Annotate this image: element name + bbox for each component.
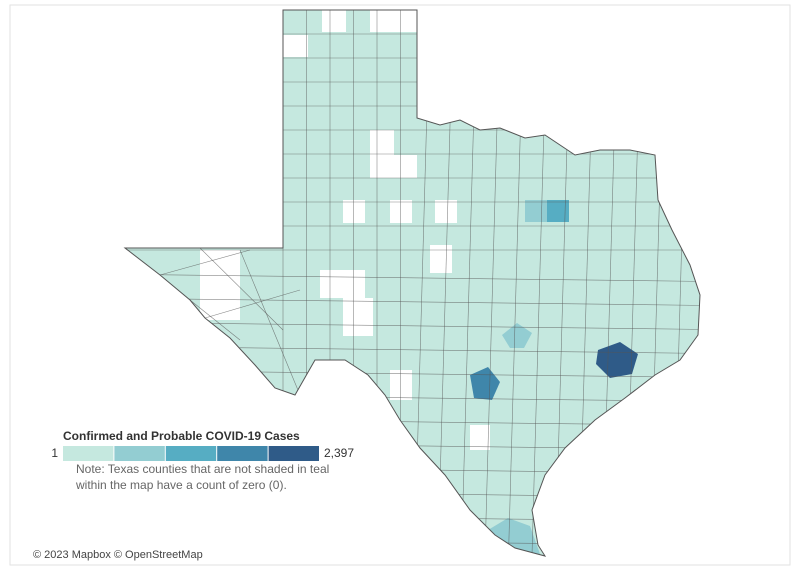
county-border bbox=[199, 247, 284, 331]
legend-swatch bbox=[114, 446, 165, 461]
legend-scale bbox=[63, 446, 319, 461]
zero-count-counties bbox=[200, 10, 490, 450]
legend-swatch bbox=[268, 446, 319, 461]
county-travis bbox=[502, 323, 532, 348]
county-bexar bbox=[470, 367, 500, 400]
legend-max: 2,397 bbox=[324, 446, 354, 460]
map-attribution: © 2023 Mapbox © OpenStreetMap bbox=[33, 549, 203, 561]
legend-min: 1 bbox=[51, 446, 58, 460]
county-border bbox=[204, 289, 301, 319]
legend-swatch bbox=[63, 446, 114, 461]
legend-swatch bbox=[165, 446, 217, 461]
county-dallas bbox=[547, 200, 569, 222]
county-border bbox=[125, 273, 700, 283]
county-border bbox=[239, 249, 301, 396]
legend-note: Note: Texas counties that are not shaded… bbox=[76, 462, 329, 476]
legend-title: Confirmed and Probable COVID-19 Cases bbox=[63, 429, 300, 443]
county-harris bbox=[596, 342, 638, 378]
legend-note: within the map have a count of zero (0). bbox=[75, 478, 287, 492]
county-border bbox=[125, 297, 700, 307]
county-border bbox=[159, 249, 251, 276]
legend-swatch bbox=[217, 446, 268, 461]
county-tarrant bbox=[525, 200, 547, 222]
